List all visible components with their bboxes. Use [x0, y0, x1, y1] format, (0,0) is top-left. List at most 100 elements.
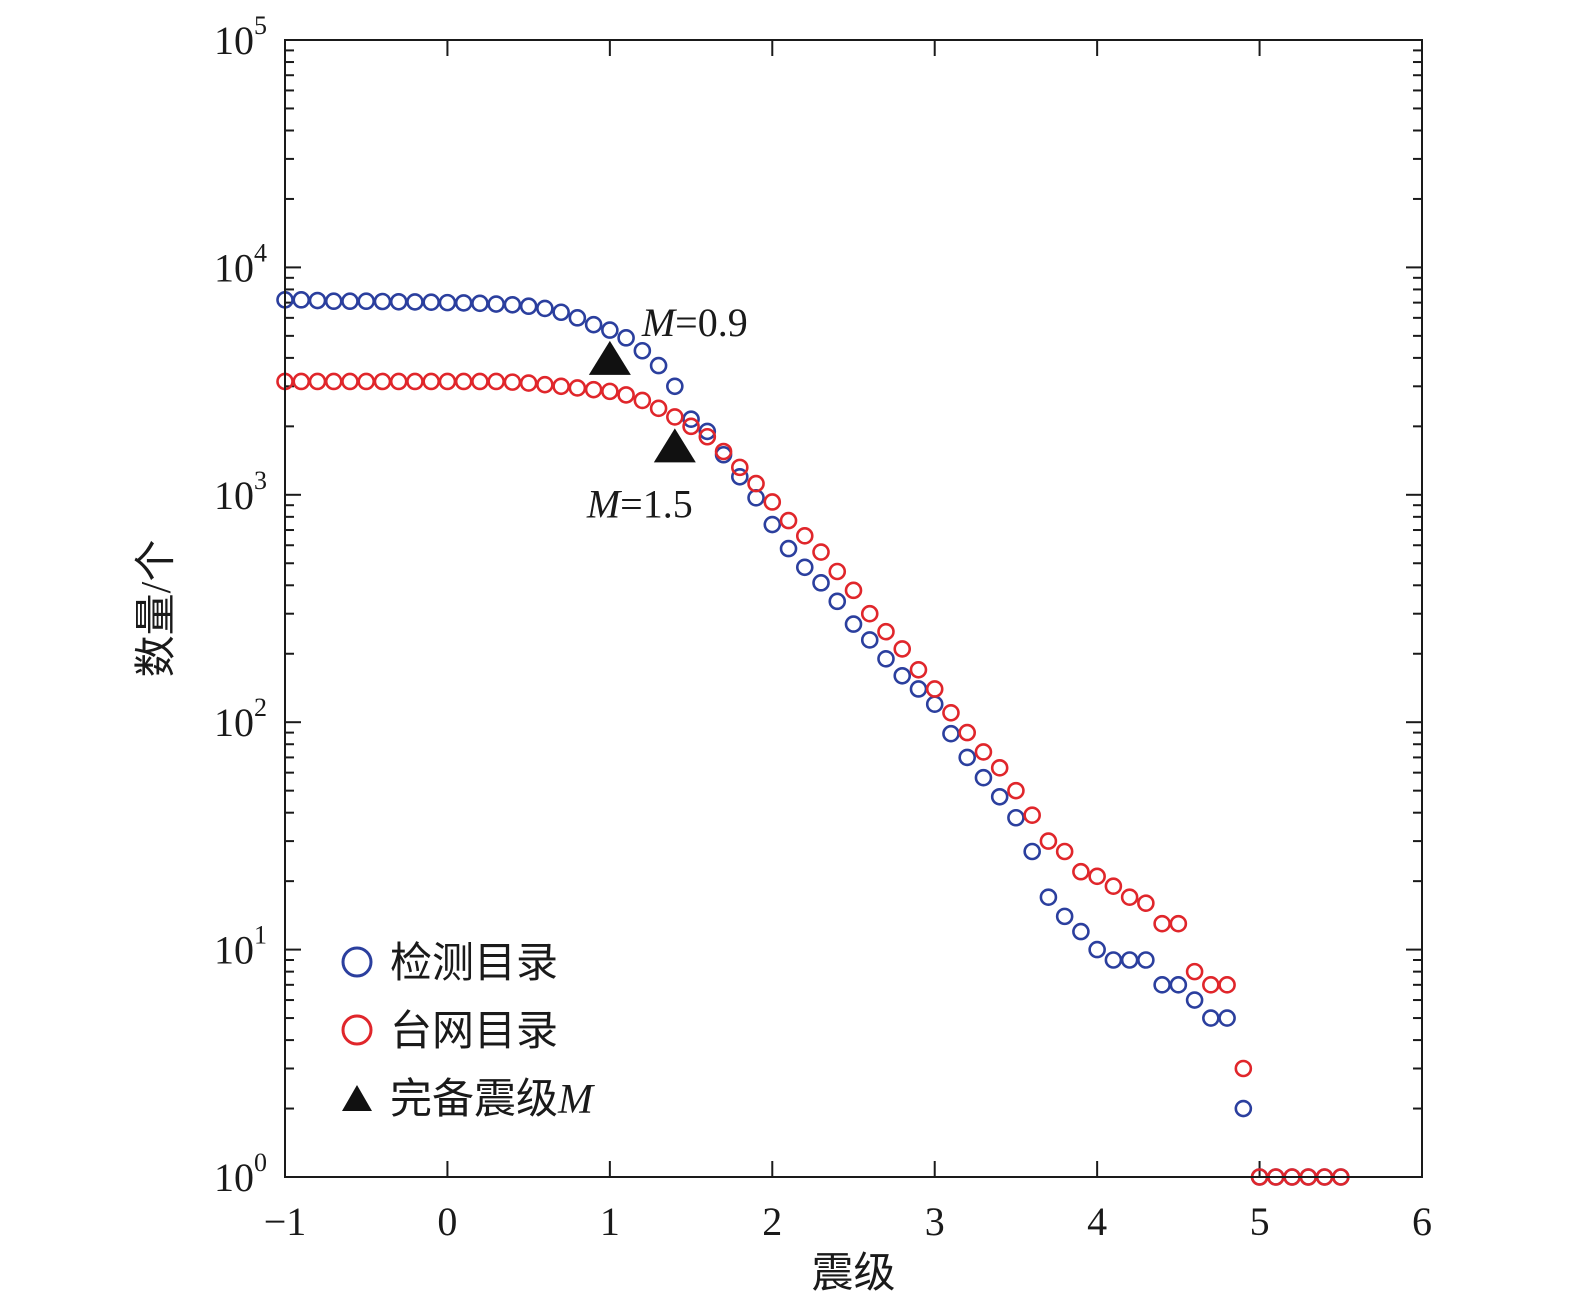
y-tick-label: 104 [214, 238, 267, 290]
y-tick-label: 101 [214, 921, 267, 973]
series-2-point [844, 581, 863, 600]
series-1-point [1169, 976, 1188, 994]
x-axis-title: 震级 [811, 1251, 895, 1297]
series-2-point [1023, 806, 1041, 824]
series-1-point [454, 294, 473, 312]
series-1-point [730, 467, 749, 486]
series-1-point [990, 787, 1009, 806]
series-2-point [682, 417, 700, 436]
series-1-point [1007, 808, 1025, 827]
y-tick-label: 102 [214, 693, 267, 745]
legend-circle-marker [341, 946, 373, 978]
series-1-point [373, 292, 392, 311]
series-1-point [324, 292, 343, 311]
completeness-annotations: M=0.9 M=1.5 [586, 300, 748, 526]
series-2-point [292, 372, 311, 391]
legend-circle-marker [341, 1014, 373, 1046]
completeness-triangle [588, 340, 631, 375]
series-2 [276, 372, 1350, 1186]
series-2-point [779, 511, 798, 530]
series-1-point [698, 422, 717, 441]
series-2-point [438, 372, 457, 391]
series-2-point [1153, 914, 1171, 933]
series-2-point [698, 427, 717, 446]
series-2-point [406, 372, 424, 391]
series-1-point [568, 309, 587, 327]
series-1-point [633, 341, 652, 360]
series-2-point [552, 377, 570, 396]
x-tick-label: −1 [264, 1199, 307, 1244]
series-1-point [503, 295, 522, 314]
legend-item: 完备震级M [342, 1076, 595, 1123]
series-1-point [1120, 951, 1139, 969]
series-1-point [487, 295, 505, 313]
series-2-point [763, 493, 782, 511]
series-2-point [812, 543, 830, 561]
series-2-point [795, 527, 814, 545]
series-2-point [974, 743, 993, 761]
series-1-point [536, 299, 554, 318]
series-1-point [1023, 842, 1041, 861]
series-1-point [617, 329, 635, 347]
series-2-point [958, 723, 977, 742]
series-1-point [828, 592, 847, 611]
x-tick-label: 6 [1412, 1199, 1432, 1244]
y-tick-labels: 100 101 102 103 104 105 [214, 11, 267, 1200]
legend-item: 台网目录 [341, 1009, 558, 1055]
series-1-point [406, 293, 424, 311]
series-2-point [487, 372, 505, 391]
series-1-point [860, 631, 879, 649]
series-1-point [1104, 951, 1123, 969]
series-1-point [779, 539, 798, 558]
series-2-point [373, 372, 392, 391]
series-2-point [990, 759, 1009, 777]
series-1-point [844, 615, 863, 633]
x-tick-label: 0 [437, 1199, 457, 1244]
series-2-point [666, 408, 684, 426]
y-axis-title: 数量/个 [134, 540, 180, 678]
series-1-point [422, 293, 440, 312]
series-1-point [1137, 951, 1155, 969]
series-2-point [601, 382, 619, 401]
series-1-point [584, 315, 603, 334]
series-1-point [942, 724, 960, 743]
series-2-point [893, 640, 912, 658]
series-2-point [471, 372, 489, 391]
series-2-point [389, 372, 408, 391]
series-2-point [942, 703, 960, 722]
series-1-point [1185, 991, 1204, 1009]
series-2-point [714, 442, 733, 461]
series-1-point [666, 377, 684, 396]
completeness-label: M=1.5 [586, 481, 693, 526]
series-1-point [389, 292, 408, 311]
series-2-point [308, 372, 327, 391]
series-1-point [795, 558, 814, 577]
data-series [276, 291, 1350, 1186]
series-1-point [763, 515, 782, 534]
y-tick-label: 103 [214, 466, 267, 518]
series-1-point [649, 356, 668, 375]
series-1-point [1088, 940, 1106, 959]
series-2-point [1120, 888, 1139, 906]
x-tick-labels: −1 0 1 2 3 4 5 6 [264, 1199, 1432, 1244]
series-2-point [730, 458, 749, 477]
y-tick-label: 100 [214, 1148, 267, 1200]
series-2-point [1104, 877, 1123, 896]
series-2-point [454, 372, 473, 391]
series-2-point [747, 474, 765, 493]
series-2-point [1218, 976, 1236, 994]
series-2-point [617, 386, 635, 404]
series-2-point [925, 680, 944, 698]
series-2-point [828, 562, 847, 581]
series-1-point [812, 574, 830, 592]
series-2-point [536, 375, 554, 394]
completeness-label: M=0.9 [641, 300, 748, 345]
series-2-point [1169, 914, 1188, 933]
series-2-point [1072, 862, 1090, 881]
series-1-point [552, 303, 570, 322]
series-1-point [893, 666, 912, 685]
series-2-point [860, 604, 879, 623]
series-1-point [958, 748, 977, 767]
series-1-point [1153, 976, 1171, 994]
